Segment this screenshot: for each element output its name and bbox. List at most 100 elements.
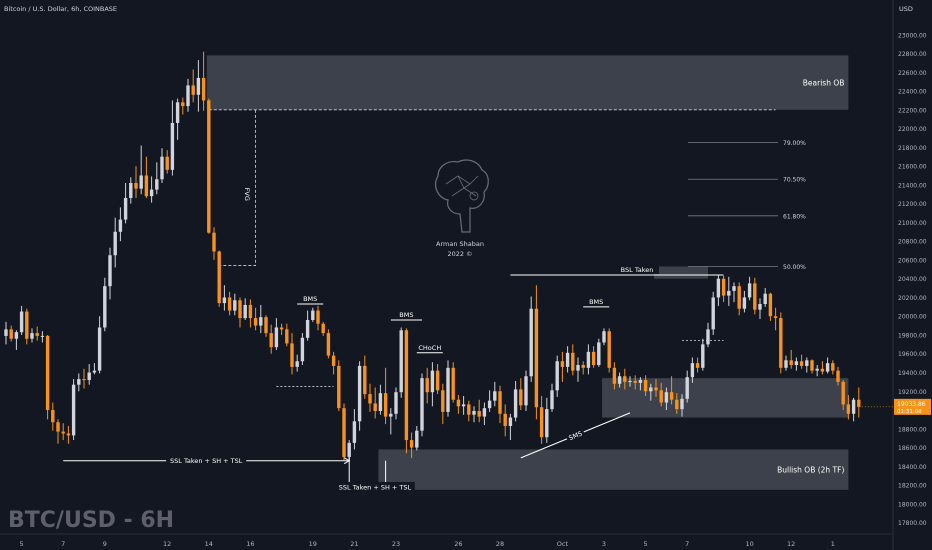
candle[interactable]	[139, 145, 143, 195]
candle[interactable]	[92, 363, 97, 375]
candle[interactable]	[768, 292, 773, 321]
candle[interactable]	[415, 425, 419, 451]
candle[interactable]	[825, 357, 830, 374]
candle[interactable]	[493, 381, 497, 407]
candle[interactable]	[134, 166, 138, 199]
candle[interactable]	[456, 395, 461, 414]
candle[interactable]	[290, 333, 294, 375]
candle[interactable]	[430, 362, 435, 407]
candle[interactable]	[129, 177, 133, 204]
candle[interactable]	[113, 217, 117, 268]
candle[interactable]	[264, 315, 268, 337]
candle[interactable]	[82, 368, 86, 389]
candle[interactable]	[217, 250, 221, 307]
candle[interactable]	[482, 402, 487, 426]
candle[interactable]	[519, 378, 523, 411]
candle[interactable]	[212, 227, 216, 260]
candle[interactable]	[170, 100, 175, 176]
candle[interactable]	[664, 387, 669, 411]
candle[interactable]	[425, 367, 429, 404]
candle[interactable]	[446, 360, 450, 417]
candle[interactable]	[716, 274, 721, 306]
candle[interactable]	[586, 344, 591, 375]
candle[interactable]	[108, 247, 112, 300]
candle[interactable]	[368, 383, 372, 412]
candle[interactable]	[820, 361, 825, 375]
candle[interactable]	[498, 385, 502, 424]
candle[interactable]	[363, 355, 367, 399]
candle[interactable]	[669, 376, 674, 405]
candle[interactable]	[758, 298, 762, 320]
candle[interactable]	[238, 297, 242, 328]
candle[interactable]	[285, 323, 289, 347]
candle[interactable]	[685, 370, 689, 403]
candle[interactable]	[207, 98, 211, 234]
candle[interactable]	[690, 357, 695, 383]
candle[interactable]	[4, 321, 8, 345]
candle[interactable]	[763, 288, 767, 307]
candle[interactable]	[529, 296, 533, 382]
candle[interactable]	[711, 291, 715, 335]
candle[interactable]	[222, 285, 227, 311]
candle[interactable]	[467, 400, 471, 422]
candle[interactable]	[45, 334, 50, 420]
candle[interactable]	[513, 380, 518, 422]
candle[interactable]	[550, 383, 554, 412]
candle[interactable]	[342, 403, 346, 461]
candle[interactable]	[97, 316, 102, 374]
candle[interactable]	[25, 308, 29, 345]
candle[interactable]	[799, 354, 804, 369]
candle[interactable]	[253, 307, 258, 331]
candle[interactable]	[555, 355, 559, 397]
candle[interactable]	[357, 361, 362, 431]
candle[interactable]	[295, 354, 299, 372]
candle[interactable]	[61, 423, 65, 441]
candle[interactable]	[857, 387, 861, 418]
candle[interactable]	[706, 322, 710, 348]
candle[interactable]	[508, 413, 513, 441]
candle[interactable]	[659, 382, 663, 407]
candle[interactable]	[196, 60, 201, 112]
candle[interactable]	[680, 394, 684, 417]
candle[interactable]	[612, 362, 617, 390]
candle[interactable]	[103, 277, 107, 332]
candle[interactable]	[243, 298, 247, 320]
candle[interactable]	[461, 395, 466, 415]
candle[interactable]	[191, 69, 195, 103]
candle[interactable]	[727, 276, 731, 306]
candle[interactable]	[181, 97, 185, 115]
candle[interactable]	[259, 304, 263, 334]
candle[interactable]	[441, 383, 445, 425]
candle[interactable]	[337, 360, 341, 411]
candle[interactable]	[815, 365, 819, 377]
candle[interactable]	[737, 282, 741, 316]
candle[interactable]	[654, 379, 658, 397]
candle[interactable]	[399, 327, 403, 398]
candle[interactable]	[51, 402, 55, 431]
candle[interactable]	[472, 406, 476, 423]
candle[interactable]	[545, 397, 549, 443]
candle[interactable]	[732, 282, 736, 303]
candle[interactable]	[160, 148, 164, 183]
candle[interactable]	[638, 377, 643, 391]
candle[interactable]	[539, 395, 544, 444]
candle[interactable]	[846, 395, 851, 420]
candle[interactable]	[40, 331, 45, 343]
candle[interactable]	[773, 307, 778, 331]
candle[interactable]	[576, 357, 580, 382]
candle[interactable]	[201, 51, 206, 111]
candle[interactable]	[607, 328, 611, 373]
candle[interactable]	[321, 321, 325, 336]
candle[interactable]	[617, 372, 622, 388]
candle[interactable]	[784, 355, 788, 371]
candle[interactable]	[233, 293, 237, 316]
candle[interactable]	[35, 326, 39, 341]
candle[interactable]	[394, 387, 398, 420]
candle[interactable]	[565, 346, 570, 373]
candle[interactable]	[649, 383, 653, 401]
candle[interactable]	[623, 368, 627, 390]
candle[interactable]	[633, 375, 637, 390]
candle[interactable]	[571, 344, 575, 376]
candle[interactable]	[77, 373, 81, 392]
